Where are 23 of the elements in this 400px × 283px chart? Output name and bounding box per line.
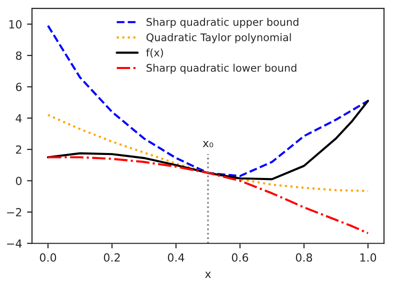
legend-label: Quadratic Taylor polynomial	[146, 33, 291, 44]
legend-label: Sharp quadratic upper bound	[146, 18, 298, 28]
line-series	[46, 100, 370, 180]
x-axis-title: x	[205, 272, 211, 278]
line-series	[46, 114, 370, 192]
y-tick-label: 2	[16, 145, 22, 154]
y-tick-label: 6	[16, 82, 22, 92]
y-tick-label: 8	[16, 51, 22, 60]
x-tick-label: 1.0	[360, 253, 376, 262]
y-tick-label: −4	[7, 240, 22, 248]
legend-label: f(x)	[146, 48, 163, 58]
x-tick-label: 0.2	[104, 253, 120, 262]
legend-label: Sharp quadratic lower bound	[146, 64, 296, 74]
ref-line-label: x₀	[202, 141, 214, 148]
x-tick-label: 0.0	[40, 253, 56, 262]
y-tick-label: 0	[16, 176, 22, 186]
y-tick-label: 10	[9, 20, 22, 29]
x-tick-label: 0.6	[232, 253, 248, 262]
y-tick-label: 4	[16, 114, 22, 122]
x-tick-label: 0.8	[296, 253, 312, 262]
y-tick-label: −2	[7, 208, 22, 216]
line-series	[46, 156, 370, 234]
x-tick-label: 0.4	[168, 253, 184, 262]
